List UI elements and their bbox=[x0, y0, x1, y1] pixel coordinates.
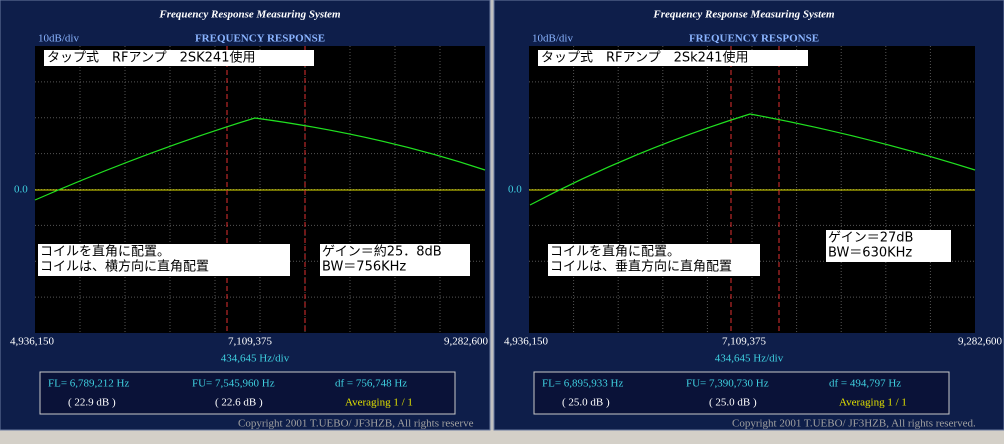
annot-box bbox=[38, 244, 290, 276]
title: Frequency Response Measuring System bbox=[158, 9, 341, 21]
x-mid: 7,109,375 bbox=[722, 336, 767, 348]
status-strip bbox=[0, 430, 1004, 444]
annot-box bbox=[320, 244, 470, 276]
x-div: 434,645 Hz/div bbox=[221, 353, 290, 365]
fl: FL= 6,789,212 Hz bbox=[48, 378, 129, 390]
x-min: 4,936,150 bbox=[504, 336, 549, 348]
heading: FREQUENCY RESPONSE bbox=[195, 33, 325, 45]
fu: FU= 7,545,960 Hz bbox=[192, 378, 275, 390]
x-max: 9,282,600 bbox=[958, 336, 1003, 348]
averaging: Averaging 1 / 1 bbox=[345, 397, 413, 409]
fl-db: ( 22.9 dB ) bbox=[68, 397, 116, 409]
response-curve bbox=[34, 117, 486, 201]
panel: Frequency Response Measuring System 10dB/… bbox=[0, 0, 491, 431]
df: df = 494,797 Hz bbox=[829, 378, 901, 390]
title: Frequency Response Measuring System bbox=[652, 9, 835, 21]
fu: FU= 7,390,730 Hz bbox=[686, 378, 769, 390]
zero-label: 0.0 bbox=[14, 184, 28, 196]
annotation: コイルは、垂直方向に直角配置 bbox=[550, 259, 732, 275]
note-box bbox=[538, 50, 808, 66]
zero-label: 0.0 bbox=[508, 184, 522, 196]
heading: FREQUENCY RESPONSE bbox=[689, 33, 819, 45]
annotation: ゲイン＝約25．8dB bbox=[322, 245, 442, 260]
copyright: Copyright 2001 T.UEBO/ JF3HZB, All right… bbox=[238, 418, 474, 430]
averaging: Averaging 1 / 1 bbox=[839, 397, 907, 409]
fl: FL= 6,895,933 Hz bbox=[542, 378, 623, 390]
x-min: 4,936,150 bbox=[10, 336, 55, 348]
annotation: コイルを直角に配置。 bbox=[550, 245, 680, 260]
annotation: BW＝630KHz bbox=[828, 246, 912, 261]
panel: Frequency Response Measuring System 10dB/… bbox=[493, 0, 1004, 431]
x-mid: 7,109,375 bbox=[228, 336, 273, 348]
scale-label: 10dB/div bbox=[532, 33, 573, 45]
note-box bbox=[44, 50, 314, 66]
response-curve bbox=[529, 113, 976, 206]
df: df = 756,748 Hz bbox=[335, 378, 407, 390]
info-box bbox=[39, 371, 456, 415]
annot-box bbox=[548, 244, 760, 276]
annotation: コイルは、横方向に直角配置 bbox=[40, 259, 209, 275]
annotation: ゲイン＝27dB bbox=[828, 231, 913, 246]
copyright: Copyright 2001 T.UEBO/ JF3HZB, All right… bbox=[732, 418, 976, 430]
annotation: BW＝756KHz bbox=[322, 260, 406, 275]
info-box bbox=[533, 371, 950, 415]
fu-db: ( 25.0 dB ) bbox=[709, 397, 757, 409]
note: タップ式 RFアンプ 2Sk241使用 bbox=[541, 50, 748, 66]
x-div: 434,645 Hz/div bbox=[715, 353, 784, 365]
x-max: 9,282,600 bbox=[444, 336, 489, 348]
scale-label: 10dB/div bbox=[38, 33, 79, 45]
fu-db: ( 22.6 dB ) bbox=[215, 397, 263, 409]
annot-box bbox=[826, 230, 951, 262]
fl-db: ( 25.0 dB ) bbox=[562, 397, 610, 409]
annotation: コイルを直角に配置。 bbox=[40, 245, 170, 260]
note: タップ式 RFアンプ 2SK241使用 bbox=[47, 50, 255, 66]
